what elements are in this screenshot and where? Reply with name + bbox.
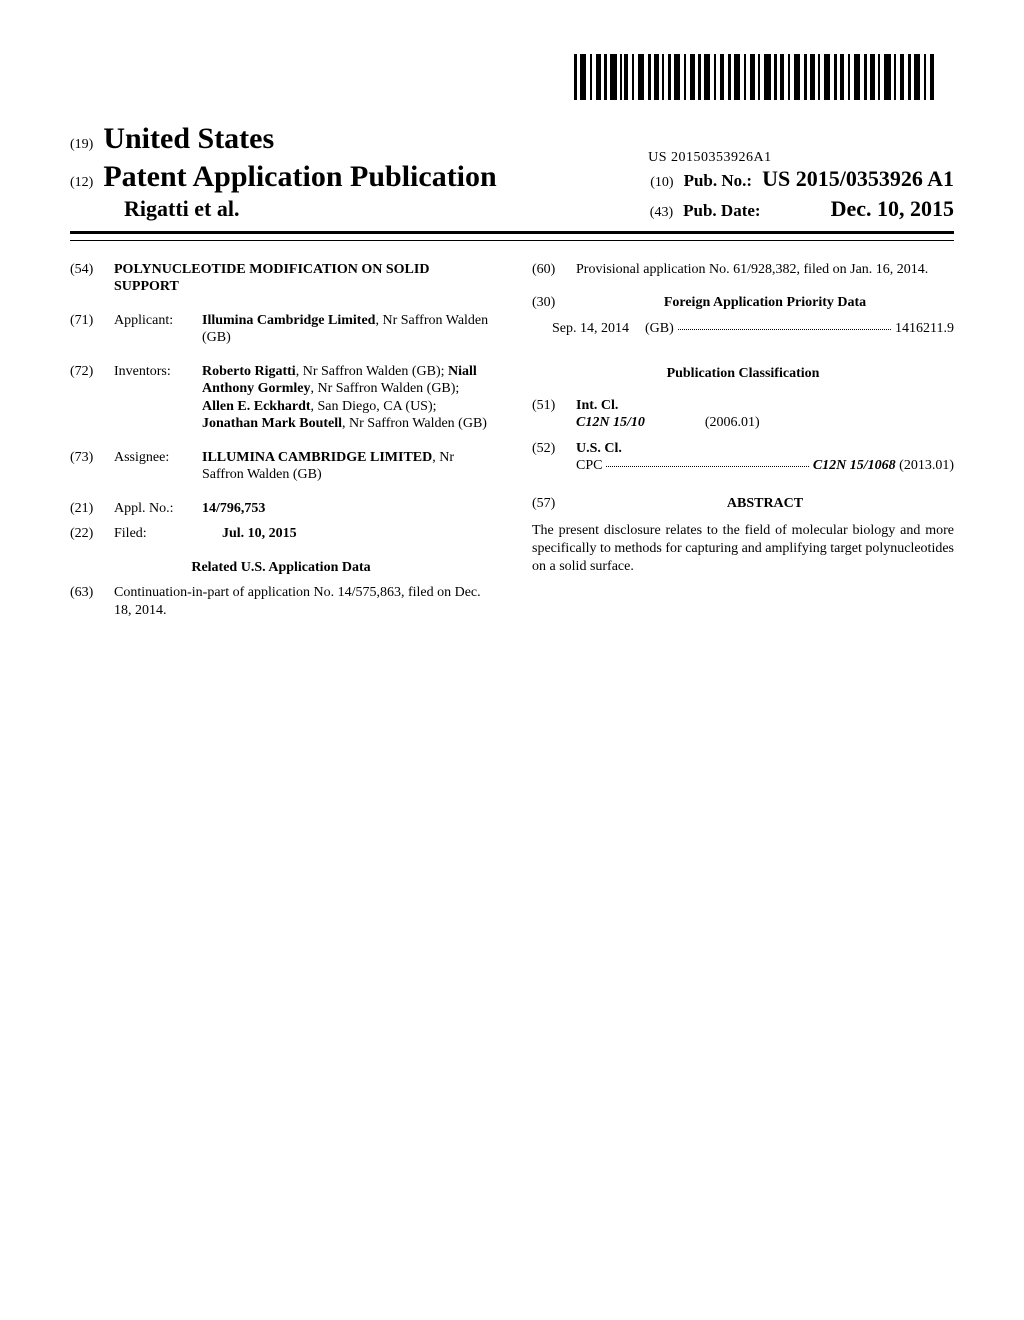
foreign-date: Sep. 14, 2014 <box>552 320 629 338</box>
assignee-body: ILLUMINA CAMBRIDGE LIMITED, Nr Saffron W… <box>202 449 492 484</box>
us-cl-field: (52) U.S. Cl. CPC C12N 15/1068 (2013.01) <box>532 440 954 475</box>
continuation-text: Continuation-in-part of application No. … <box>114 584 492 619</box>
pub-no: US 2015/0353926 A1 <box>762 165 954 193</box>
foreign-heading-field: (30) Foreign Application Priority Data <box>532 294 954 312</box>
cpc-label: CPC <box>576 457 602 475</box>
continuation-field: (63) Continuation-in-part of application… <box>70 584 492 619</box>
appl-no-value: 14/796,753 <box>202 500 492 518</box>
invention-title: POLYNUCLEOTIDE MODIFICATION ON SOLID SUP… <box>114 261 492 296</box>
code-12: (12) <box>70 174 93 192</box>
code-57: (57) <box>532 495 576 513</box>
code-71: (71) <box>70 312 114 347</box>
appl-no-label: Appl. No.: <box>114 500 202 518</box>
assignee-label: Assignee: <box>114 449 202 484</box>
left-column: (54) POLYNUCLEOTIDE MODIFICATION ON SOLI… <box>70 261 492 636</box>
int-cl-field: (51) Int. Cl. C12N 15/10 (2006.01) <box>532 397 954 432</box>
code-72: (72) <box>70 363 114 433</box>
inventor-loc: , Nr Saffron Walden (GB); <box>296 364 448 379</box>
us-cl-label: U.S. Cl. <box>576 440 954 458</box>
filed-label: Filed: <box>114 525 202 543</box>
inventor-name: Allen E. Eckhardt <box>202 399 311 414</box>
dots-leader <box>606 457 808 467</box>
inventors-body: Roberto Rigatti, Nr Saffron Walden (GB);… <box>202 363 492 433</box>
inventor-loc: , San Diego, CA (US); <box>311 399 437 414</box>
pub-no-label: Pub. No.: <box>684 170 752 191</box>
abstract-heading-field: (57) ABSTRACT <box>532 495 954 513</box>
cpc-edition: (2013.01) <box>899 458 954 473</box>
cpc-class: C12N 15/1068 <box>813 458 896 473</box>
related-us-heading: Related U.S. Application Data <box>70 559 492 577</box>
country: United States <box>103 120 274 158</box>
inventors-label: Inventors: <box>114 363 202 433</box>
right-column: (60) Provisional application No. 61/928,… <box>532 261 954 636</box>
dots-leader <box>678 320 891 330</box>
foreign-number: 1416211.9 <box>895 320 954 338</box>
us-cl-body: U.S. Cl. CPC C12N 15/1068 (2013.01) <box>576 440 954 475</box>
biblio-columns: (54) POLYNUCLEOTIDE MODIFICATION ON SOLI… <box>70 261 954 636</box>
code-63: (63) <box>70 584 114 619</box>
foreign-heading: Foreign Application Priority Data <box>576 294 954 312</box>
document-type: Patent Application Publication <box>103 158 496 196</box>
foreign-priority-row: Sep. 14, 2014 (GB) 1416211.9 <box>552 320 954 338</box>
inventor-loc: , Nr Saffron Walden (GB); <box>311 381 460 396</box>
applicant-body: Illumina Cambridge Limited, Nr Saffron W… <box>202 312 492 347</box>
inventor-name: Jonathan Mark Boutell <box>202 416 342 431</box>
applicant-label: Applicant: <box>114 312 202 347</box>
assignee-field: (73) Assignee: ILLUMINA CAMBRIDGE LIMITE… <box>70 449 492 484</box>
abstract-label: ABSTRACT <box>576 495 954 513</box>
int-cl-edition: (2006.01) <box>705 414 760 432</box>
code-73: (73) <box>70 449 114 484</box>
int-cl-class: C12N 15/10 <box>576 414 645 432</box>
provisional-text: Provisional application No. 61/928,382, … <box>576 261 954 279</box>
code-19: (19) <box>70 136 93 154</box>
title-field: (54) POLYNUCLEOTIDE MODIFICATION ON SOLI… <box>70 261 492 296</box>
filed-field: (22) Filed: Jul. 10, 2015 <box>70 525 492 543</box>
applicant-name: Illumina Cambridge Limited <box>202 313 375 328</box>
foreign-country: (GB) <box>645 320 674 338</box>
code-10: (10) <box>650 174 673 192</box>
classification-heading: Publication Classification <box>532 365 954 383</box>
barcode-region: US 20150353926A1 <box>486 20 934 166</box>
int-cl-body: Int. Cl. C12N 15/10 (2006.01) <box>576 397 954 432</box>
code-43: (43) <box>650 204 673 222</box>
code-30: (30) <box>532 294 576 312</box>
barcode-graphic <box>486 20 934 147</box>
code-52: (52) <box>532 440 576 475</box>
int-cl-label: Int. Cl. <box>576 397 954 415</box>
code-22: (22) <box>70 525 114 543</box>
applicant-field: (71) Applicant: Illumina Cambridge Limit… <box>70 312 492 347</box>
pub-date-label: Pub. Date: <box>683 200 760 221</box>
authors: Rigatti et al. <box>124 195 239 223</box>
barcode-text: US 20150353926A1 <box>486 149 934 167</box>
code-21: (21) <box>70 500 114 518</box>
appl-no-field: (21) Appl. No.: 14/796,753 <box>70 500 492 518</box>
filed-value: Jul. 10, 2015 <box>222 525 492 543</box>
inventor-name: Roberto Rigatti <box>202 364 296 379</box>
inventors-field: (72) Inventors: Roberto Rigatti, Nr Saff… <box>70 363 492 433</box>
provisional-field: (60) Provisional application No. 61/928,… <box>532 261 954 279</box>
inventor-loc: , Nr Saffron Walden (GB) <box>342 416 487 431</box>
assignee-name: ILLUMINA CAMBRIDGE LIMITED <box>202 450 432 465</box>
code-60: (60) <box>532 261 576 279</box>
code-54: (54) <box>70 261 114 296</box>
pub-date: Dec. 10, 2015 <box>831 195 954 223</box>
abstract-text: The present disclosure relates to the fi… <box>532 522 954 577</box>
header-rule <box>70 240 954 241</box>
code-51: (51) <box>532 397 576 432</box>
